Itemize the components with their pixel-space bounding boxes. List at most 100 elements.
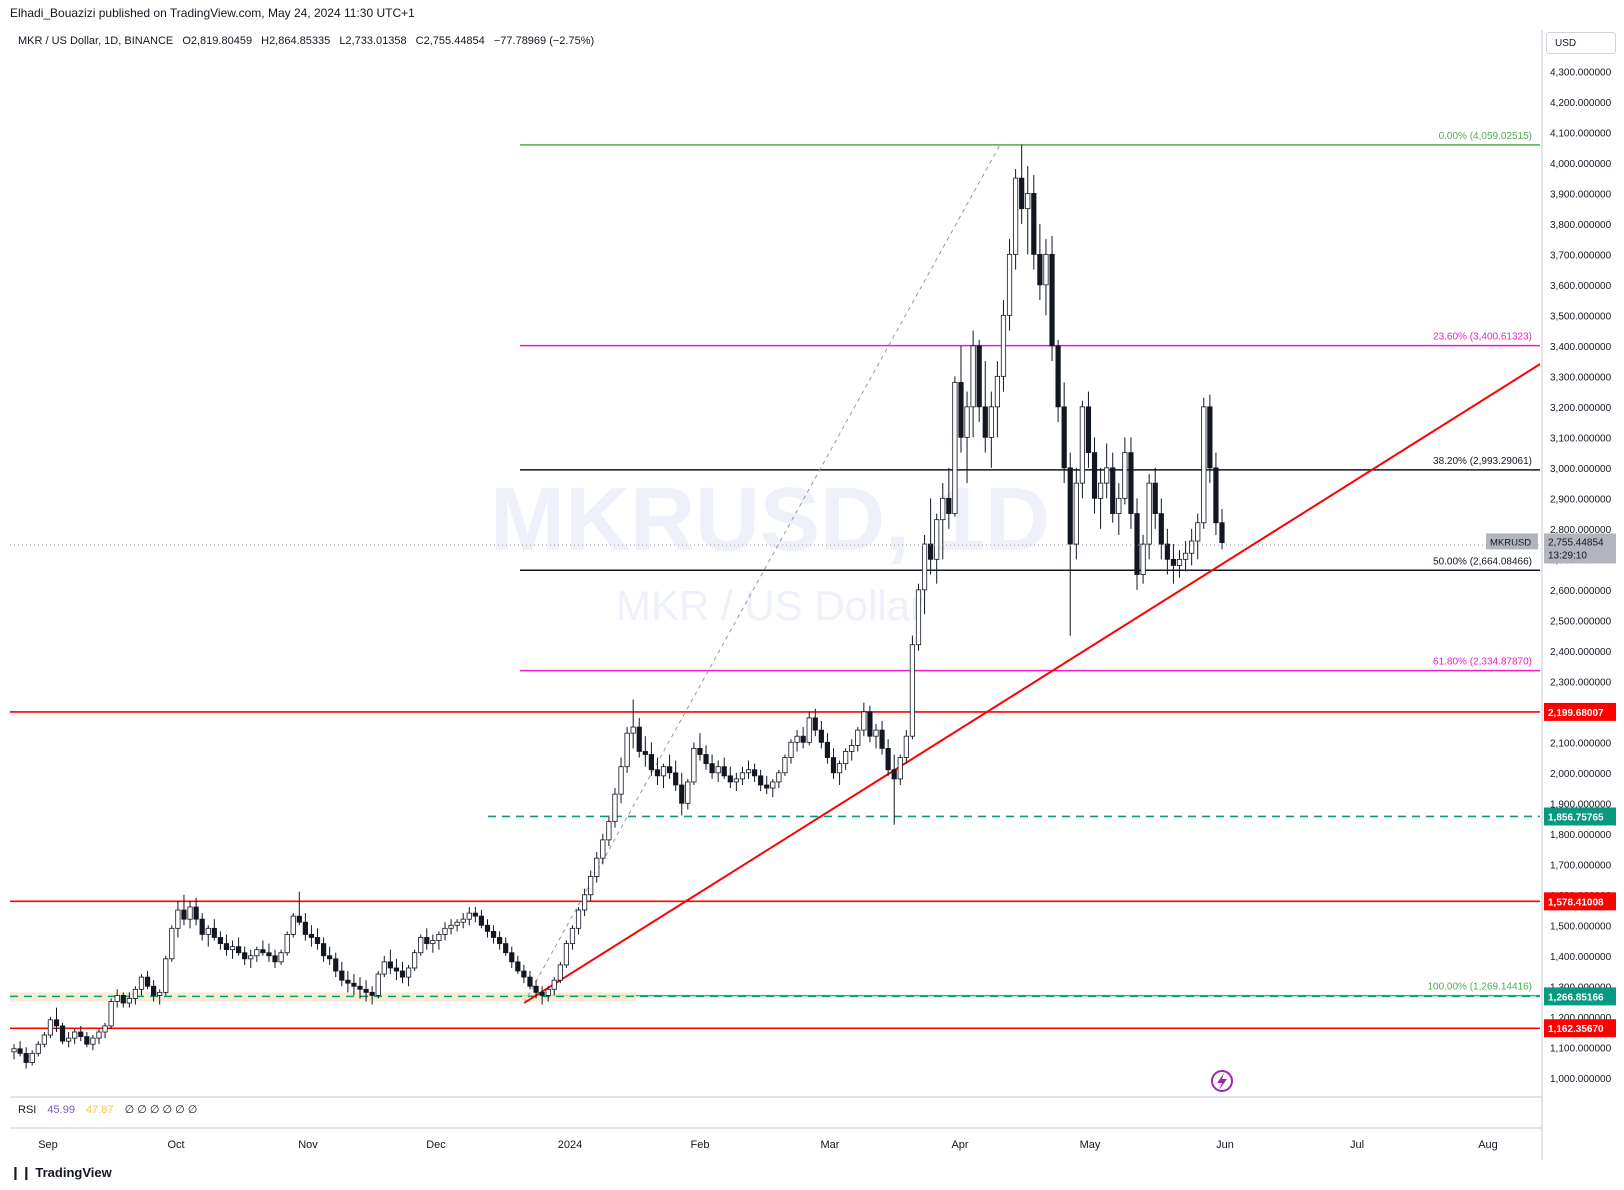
- candle-body: [1085, 406, 1092, 453]
- candle-body: [497, 937, 503, 944]
- currency-button[interactable]: USD: [1546, 32, 1616, 54]
- watermark-subtitle: MKR / US Dollar: [616, 582, 924, 629]
- candle-body: [29, 1052, 35, 1063]
- candle-body: [223, 943, 230, 951]
- y-tick-label: 2,600.000000: [1550, 586, 1612, 597]
- candle-body: [1019, 177, 1025, 210]
- candle-body: [454, 921, 460, 926]
- x-tick-label: Nov: [298, 1139, 318, 1151]
- low-value: L2,733.01358: [339, 35, 407, 47]
- change-value: −77.78969 (−2.75%): [493, 35, 595, 47]
- candle-body: [885, 747, 891, 771]
- candle-body: [1025, 192, 1031, 210]
- fib-level-label: 23.60% (3,400.61323): [1433, 332, 1532, 343]
- candle-body: [90, 1037, 96, 1045]
- candle-body: [314, 937, 321, 944]
- close-value: C2,755.44854: [415, 35, 485, 47]
- candle-body: [375, 973, 381, 996]
- candle-body: [964, 406, 970, 438]
- fib-level-label: 0.00% (4,059.02515): [1439, 131, 1532, 142]
- candle-body: [418, 937, 424, 954]
- candle-body: [946, 497, 952, 514]
- lightning-icon[interactable]: [1211, 1070, 1233, 1092]
- candle-body: [333, 958, 339, 972]
- y-tick-label: 1,400.000000: [1550, 952, 1612, 963]
- candle-body: [630, 726, 636, 734]
- candle-body: [363, 988, 369, 993]
- x-tick-label: Sep: [38, 1139, 58, 1151]
- y-tick-label: 1,100.000000: [1550, 1043, 1612, 1054]
- candle-body: [1195, 522, 1201, 542]
- y-tick-label: 1,800.000000: [1550, 830, 1612, 841]
- candle-body: [582, 894, 588, 911]
- candle-body: [897, 757, 903, 780]
- candle-body: [673, 772, 679, 786]
- candle-body: [788, 741, 794, 758]
- candle-body: [399, 970, 406, 978]
- price-level-tag-text: 1,856.75765: [1548, 812, 1604, 823]
- candle-body: [618, 766, 624, 795]
- y-tick-label: 2,800.000000: [1550, 525, 1612, 536]
- candle-body: [1207, 406, 1213, 469]
- candle-body: [873, 729, 879, 737]
- candle-body: [976, 345, 982, 408]
- candle-body: [666, 766, 673, 774]
- last-price-tag: [1544, 533, 1616, 564]
- candle-body: [521, 970, 527, 978]
- y-tick-label: 4,300.000000: [1550, 67, 1612, 78]
- candle-body: [448, 924, 454, 929]
- candle-body: [551, 979, 557, 990]
- candle-body: [169, 927, 175, 960]
- candle-body: [545, 988, 551, 996]
- symbol-legend: MKR / US Dollar, 1D, BINANCE O2,819.8045…: [18, 35, 600, 47]
- candle-body: [72, 1031, 78, 1039]
- candle-body: [351, 982, 357, 987]
- candle-body: [527, 976, 533, 987]
- candle-body: [1055, 345, 1061, 408]
- high-value: H2,864.85335: [261, 35, 331, 47]
- symbol-name[interactable]: MKR / US Dollar, 1D, BINANCE: [18, 35, 174, 47]
- candle-body: [758, 775, 764, 786]
- candle-body: [1013, 177, 1019, 255]
- candle-body: [721, 766, 727, 777]
- candle-body: [193, 906, 199, 920]
- candle-body: [108, 1001, 114, 1027]
- candle-body: [472, 912, 478, 917]
- candle-body: [636, 726, 642, 752]
- price-level-tag-text: 1,162.35670: [1548, 1024, 1604, 1035]
- x-tick-label: Mar: [821, 1139, 840, 1151]
- candle-body: [102, 1025, 108, 1033]
- candle-body: [242, 952, 248, 960]
- candle-body: [1067, 467, 1073, 545]
- candle-body: [849, 744, 855, 752]
- candle-body: [594, 857, 600, 877]
- candle-body: [812, 717, 818, 731]
- y-tick-label: 2,500.000000: [1550, 616, 1612, 627]
- x-tick-label: Feb: [691, 1139, 710, 1151]
- candle-body: [1158, 513, 1164, 545]
- candle-body: [709, 763, 715, 774]
- candle-body: [970, 345, 976, 408]
- fib-anchor-line: [523, 144, 1001, 1004]
- price-level-tag: [1544, 807, 1616, 826]
- candle-body: [891, 769, 897, 780]
- publisher-line: Elhadi_Bouazizi published on TradingView…: [10, 6, 415, 20]
- candle-body: [685, 781, 691, 804]
- x-tick-label: Jul: [1350, 1139, 1364, 1151]
- candle-body: [290, 915, 296, 935]
- candle-body: [11, 1048, 17, 1053]
- candle-body: [764, 784, 770, 789]
- y-tick-label: 4,200.000000: [1550, 98, 1612, 109]
- candle-body: [824, 741, 831, 758]
- candle-body: [248, 955, 254, 960]
- candle-body: [151, 985, 157, 996]
- candle-body: [921, 543, 928, 591]
- candle-body: [460, 918, 466, 923]
- candle-body: [861, 711, 867, 731]
- candle-body: [800, 735, 806, 743]
- candle-body: [272, 955, 278, 963]
- candle-body: [982, 406, 988, 438]
- rsi-legend[interactable]: RSI 45.99 47.87 ∅ ∅ ∅ ∅ ∅ ∅: [18, 1104, 198, 1116]
